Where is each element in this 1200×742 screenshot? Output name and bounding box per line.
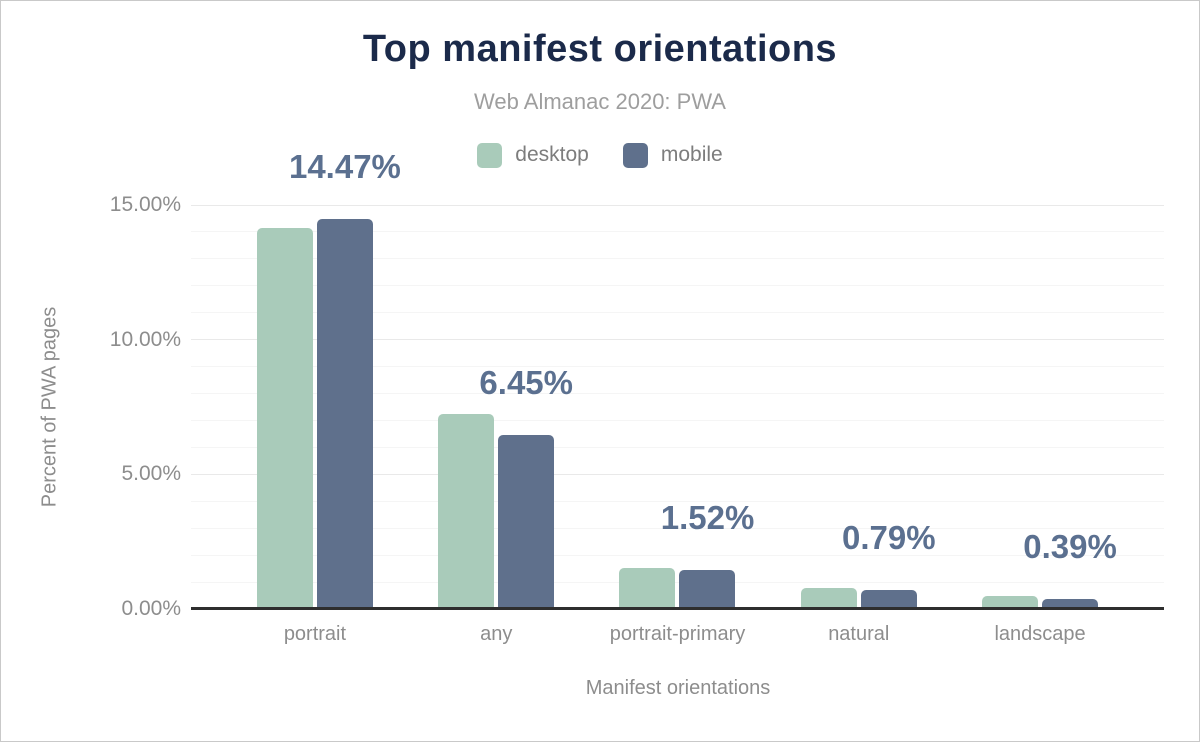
- bar-group-natural: [768, 205, 949, 609]
- y-tick-5: 5.00%: [121, 462, 181, 486]
- gridline-2pct: [191, 554, 1164, 556]
- bar-mobile-natural[interactable]: [860, 589, 917, 609]
- bar-desktop-landscape[interactable]: [982, 595, 1039, 609]
- data-label-portrait: 14.47%: [288, 148, 401, 186]
- legend-label: mobile: [660, 143, 723, 166]
- bar-mobile-portrait[interactable]: [316, 219, 373, 609]
- data-label-any: 6.45%: [479, 364, 574, 402]
- chart-subtitle: Web Almanac 2020: PWA: [474, 89, 726, 114]
- x-tick-landscape: landscape: [994, 623, 1086, 645]
- x-tick-portrait-primary: portrait-primary: [609, 623, 746, 645]
- bar-group-any: [406, 205, 587, 609]
- bar-desktop-portrait-primary[interactable]: [619, 568, 676, 609]
- data-label-landscape: 0.39%: [1023, 527, 1117, 565]
- y-axis-title: Percent of PWA pages: [38, 306, 61, 508]
- bar-group-landscape: [949, 205, 1130, 609]
- gridline-8pct: [191, 393, 1164, 395]
- gridline-13pct: [191, 258, 1164, 260]
- gridline-4pct: [191, 500, 1164, 502]
- legend-item-desktop[interactable]: desktop: [477, 142, 589, 168]
- bar-mobile-landscape[interactable]: [1042, 598, 1099, 609]
- x-tick-natural: natural: [828, 623, 890, 645]
- x-tick-portrait: portrait: [283, 623, 347, 645]
- x-tick-any: any: [480, 623, 513, 645]
- gridline-7pct: [191, 419, 1164, 421]
- gridline-10pct: [191, 339, 1164, 341]
- desktop-swatch-icon: [477, 142, 503, 168]
- gridline-15pct: [191, 204, 1164, 206]
- bar-desktop-any[interactable]: [438, 413, 495, 609]
- gridline-3pct: [191, 527, 1164, 529]
- y-tick-0: 0.00%: [121, 597, 181, 620]
- gridline-1pct: [191, 581, 1164, 583]
- data-label-natural: 0.79%: [841, 518, 936, 556]
- gridline-9pct: [191, 366, 1164, 368]
- bar-mobile-any[interactable]: [498, 435, 555, 609]
- x-axis-title: Manifest orientations: [585, 677, 771, 699]
- gridline-12pct: [191, 285, 1164, 287]
- bar-mobile-portrait-primary[interactable]: [679, 569, 736, 609]
- mobile-swatch-icon: [622, 142, 648, 168]
- bar-desktop-natural[interactable]: [800, 587, 857, 609]
- gridline-6pct: [191, 446, 1164, 448]
- gridline-11pct: [191, 312, 1164, 314]
- gridline-5pct: [191, 473, 1164, 475]
- y-tick-10: 10.00%: [109, 327, 181, 351]
- legend-item-mobile[interactable]: mobile: [622, 142, 723, 168]
- gridline-14pct: [191, 231, 1164, 233]
- bar-desktop-portrait[interactable]: [256, 227, 313, 609]
- data-label-portrait-primary: 1.52%: [660, 498, 755, 536]
- plot-area: 14.47% 6.45% 1.52% 0.79% 0.39%: [191, 150, 1164, 609]
- legend-label: desktop: [515, 143, 589, 166]
- x-axis-line: [191, 607, 1164, 610]
- legend: desktop mobile: [1, 141, 1199, 169]
- y-tick-15: 15.00%: [109, 193, 181, 216]
- chart-title: Top manifest orientations: [362, 28, 838, 70]
- bar-group-portrait-primary: [587, 205, 768, 609]
- bar-group-portrait: [224, 205, 405, 609]
